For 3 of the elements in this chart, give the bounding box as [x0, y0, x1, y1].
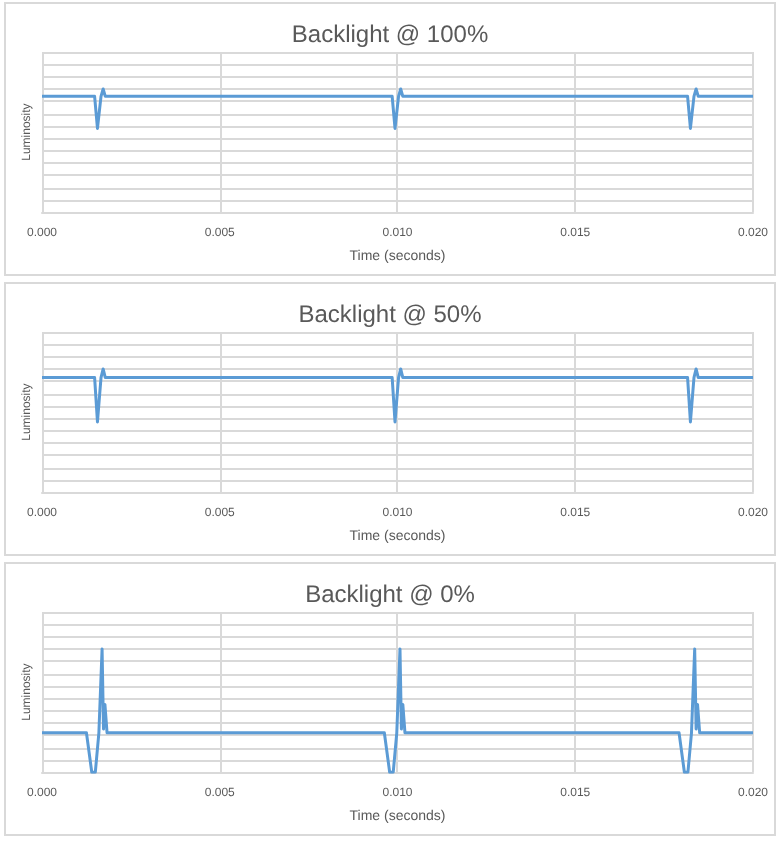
chart-title: Backlight @ 50% — [298, 300, 483, 328]
chart-title: Backlight @ 100% — [291, 20, 489, 48]
chart-title: Backlight @ 0% — [305, 580, 476, 608]
